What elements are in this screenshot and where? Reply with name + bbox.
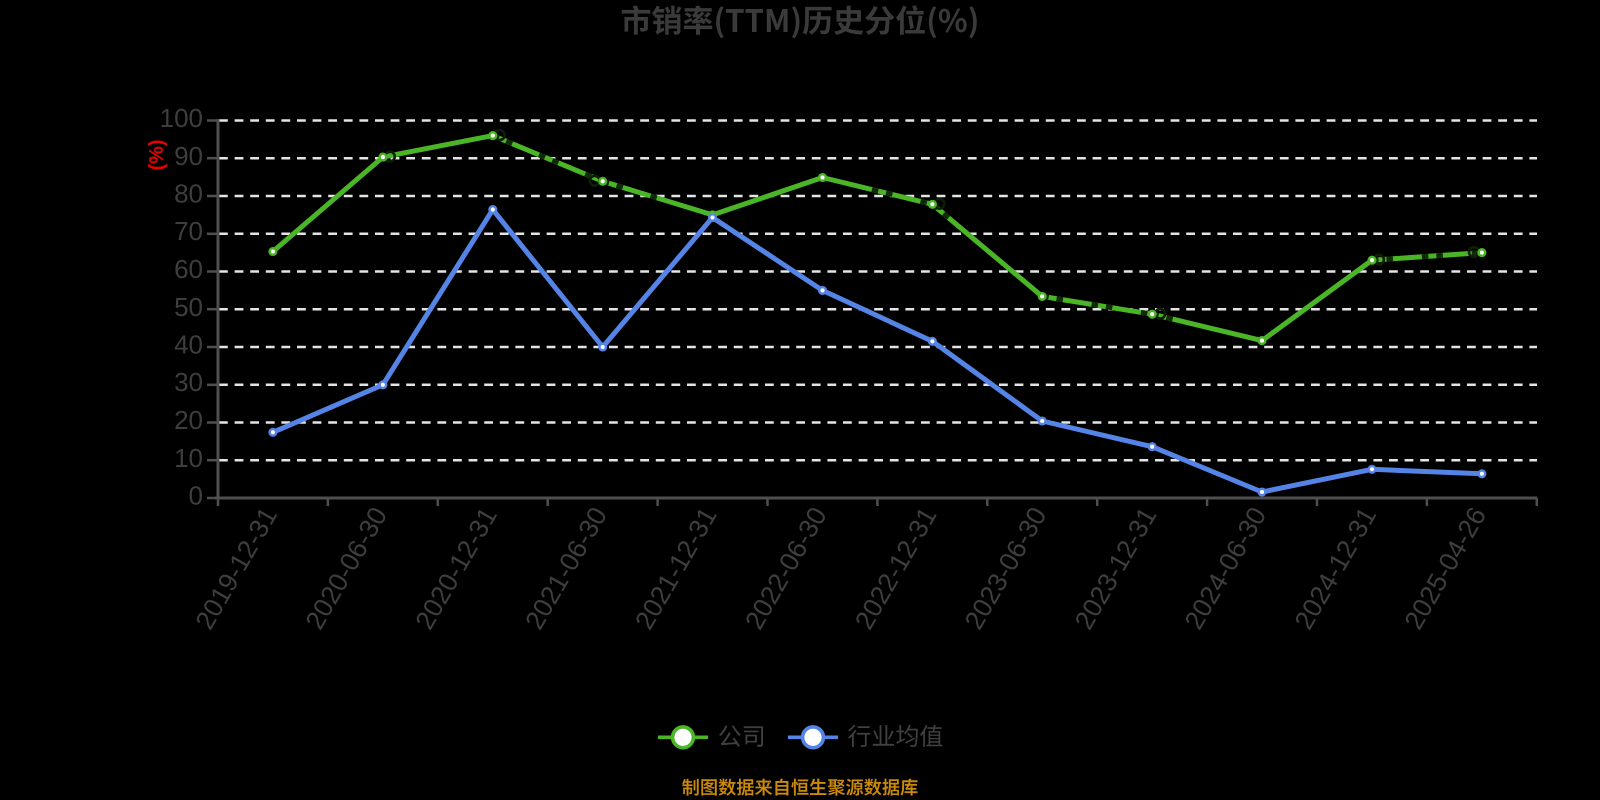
svg-text:90: 90: [174, 141, 203, 171]
svg-text:10: 10: [174, 443, 203, 473]
svg-text:0: 0: [189, 481, 203, 511]
svg-text:40: 40: [174, 330, 203, 360]
svg-text:60: 60: [174, 254, 203, 284]
svg-text:70: 70: [174, 216, 203, 246]
svg-text:50: 50: [174, 292, 203, 322]
svg-text:30: 30: [174, 367, 203, 397]
svg-text:100: 100: [160, 103, 203, 133]
svg-text:80: 80: [174, 179, 203, 209]
svg-text:(%): (%): [146, 139, 168, 170]
svg-text:20: 20: [174, 405, 203, 435]
